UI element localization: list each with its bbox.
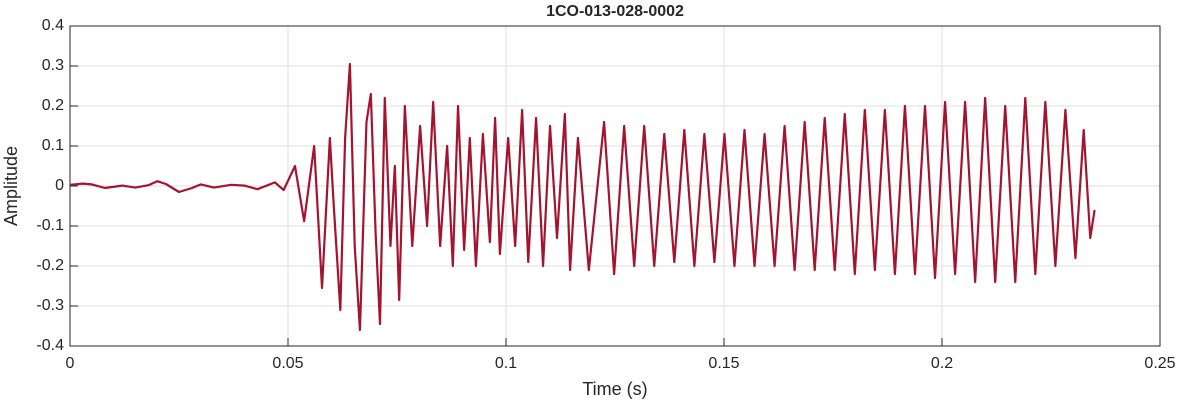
y-tick-label: -0.3 [36, 297, 64, 314]
x-tick-label: 0.1 [495, 355, 517, 372]
waveform-line [69, 62, 1096, 332]
y-tick-label: -0.4 [36, 337, 64, 354]
x-tick-label: 0.25 [1144, 355, 1175, 372]
x-tick-label: 0.2 [931, 355, 953, 372]
y-tick-label: -0.1 [36, 217, 64, 234]
y-axis-label: Amplitude [1, 146, 21, 226]
plot-frame [69, 25, 1161, 347]
x-tick-label: 0.15 [708, 355, 739, 372]
x-axis-label: Time (s) [582, 379, 647, 399]
y-tick-label: 0.4 [42, 17, 64, 34]
y-tick-label: 0 [55, 177, 64, 194]
chart-title: 1CO-013-028-0002 [546, 3, 684, 20]
y-tick-label: 0.3 [42, 57, 64, 74]
x-tick-label: 0 [66, 355, 75, 372]
y-tick-label: 0.1 [42, 137, 64, 154]
y-tick-label: 0.2 [42, 97, 64, 114]
y-tick-label: -0.2 [36, 257, 64, 274]
x-tick-label: 0.05 [272, 355, 303, 372]
